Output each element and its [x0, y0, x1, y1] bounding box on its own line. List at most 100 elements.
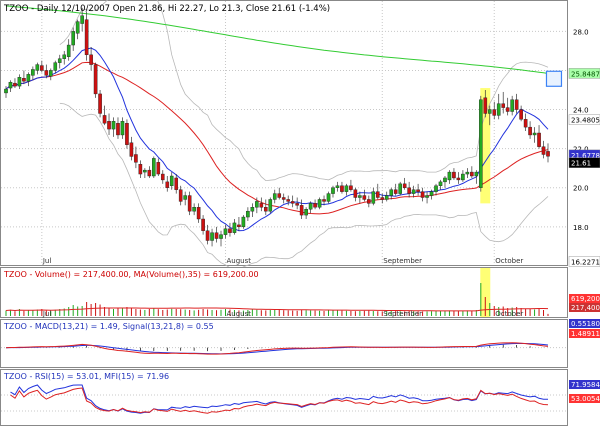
- price-badge-label: 21.61: [571, 160, 591, 168]
- candle-body: [62, 54, 67, 59]
- macd-line: [5, 342, 549, 355]
- long-ma-line: [5, 5, 549, 74]
- macd-badge-label: 0.551807: [571, 320, 600, 328]
- candle-body: [102, 115, 107, 124]
- candle-body: [389, 189, 394, 196]
- candle-body: [353, 189, 358, 198]
- candle-body: [519, 109, 523, 120]
- candle-body: [107, 121, 111, 130]
- candle-body: [308, 203, 313, 210]
- macd-axis: 0.551807 1.48911: [569, 319, 600, 338]
- candle-body: [89, 54, 93, 65]
- candle-body: [35, 64, 40, 71]
- candle-body: [26, 74, 31, 82]
- candle-body: [277, 193, 282, 198]
- candle-body: [425, 195, 429, 198]
- candle-body: [483, 97, 488, 114]
- volume-badge-label: 619,200: [571, 295, 600, 303]
- candle-body: [340, 185, 344, 192]
- candle-body: [546, 151, 550, 157]
- candle-body: [335, 185, 340, 188]
- volume-badge: [569, 294, 600, 303]
- price-badge: [568, 114, 600, 125]
- month-label: August: [226, 310, 251, 318]
- candle-body: [281, 197, 286, 200]
- candle-body: [371, 191, 376, 204]
- candle-body: [380, 197, 385, 200]
- candle-body: [178, 189, 183, 202]
- candle-body: [429, 191, 434, 196]
- candle-body: [326, 193, 331, 202]
- volume-badge: [569, 303, 600, 312]
- candle-body: [129, 142, 134, 157]
- candle-body: [505, 107, 510, 112]
- month-labels-price: Jul August September October: [42, 257, 524, 265]
- candle-body: [407, 187, 411, 194]
- upper-band-line: [59, 0, 549, 182]
- target-box-marker: [545, 70, 563, 87]
- candle-body: [474, 171, 479, 177]
- candle-body: [93, 64, 98, 95]
- candle-body: [31, 69, 35, 76]
- rsi-badge-label: 71.9584: [571, 381, 600, 389]
- candle-body: [169, 175, 174, 186]
- candle-body: [528, 126, 532, 136]
- candle-body: [461, 173, 465, 181]
- price-header: TZOO - Daily 12/10/2007 Open 21.86, Hi 2…: [3, 4, 330, 14]
- candle-body: [393, 189, 398, 194]
- candle-body: [138, 164, 143, 175]
- candle-body: [322, 199, 326, 202]
- medium-ma-line: [5, 61, 549, 215]
- macd-lines: [5, 342, 549, 355]
- price-tick-label: 20.0: [573, 185, 589, 193]
- candle-body: [456, 177, 461, 181]
- candle-body: [48, 70, 53, 77]
- price-overlay-lines: [5, 0, 549, 271]
- price-axis: 28.026.024.022.020.018.025.848723.480521…: [568, 28, 600, 267]
- candle-body: [17, 77, 22, 87]
- month-label: Jul: [42, 257, 52, 265]
- candle-body: [313, 203, 317, 208]
- candle-body: [487, 109, 492, 114]
- candle-body: [152, 158, 156, 177]
- candle-body: [420, 191, 425, 198]
- candle-body: [268, 199, 273, 212]
- price-grid: [1, 1, 567, 265]
- candle-body: [232, 222, 237, 233]
- short-ma-line: [5, 47, 549, 232]
- month-label: October: [495, 257, 523, 265]
- candle-body: [210, 232, 214, 241]
- candle-body: [402, 183, 407, 188]
- price-badge-label: 25.8487: [571, 70, 600, 78]
- candle-body: [501, 103, 506, 108]
- candle-body: [75, 21, 80, 34]
- candle-body: [84, 19, 89, 56]
- candle-body: [492, 109, 497, 116]
- candle-body: [317, 199, 322, 208]
- candle-body: [514, 99, 519, 110]
- macd-badge-label: 1.48911: [571, 330, 600, 338]
- candle-body: [384, 195, 389, 200]
- candle-body: [205, 230, 210, 241]
- candle-body: [470, 171, 474, 177]
- rsi-mfi-lines: [10, 384, 549, 414]
- price-panel: TZOO - Daily 12/10/2007 Open 21.86, Hi 2…: [0, 0, 568, 271]
- candle-body: [250, 207, 255, 212]
- volume-highlight: [480, 268, 491, 317]
- candle-body: [241, 216, 246, 228]
- candle-body: [53, 62, 58, 71]
- candle-body: [299, 205, 304, 216]
- candle-body: [111, 121, 116, 130]
- candle-body: [13, 82, 17, 87]
- price-badge: [568, 157, 600, 168]
- candle-body: [375, 191, 380, 198]
- candle-body: [147, 169, 152, 177]
- candle-body: [201, 218, 205, 231]
- candle-body: [398, 183, 402, 194]
- macd-panel: TZOO - MACD(13,21) = 1.49, Signal(13,21,…: [0, 319, 568, 368]
- candle-body: [367, 199, 371, 204]
- candle-body: [304, 209, 308, 216]
- price-badge: [568, 68, 600, 79]
